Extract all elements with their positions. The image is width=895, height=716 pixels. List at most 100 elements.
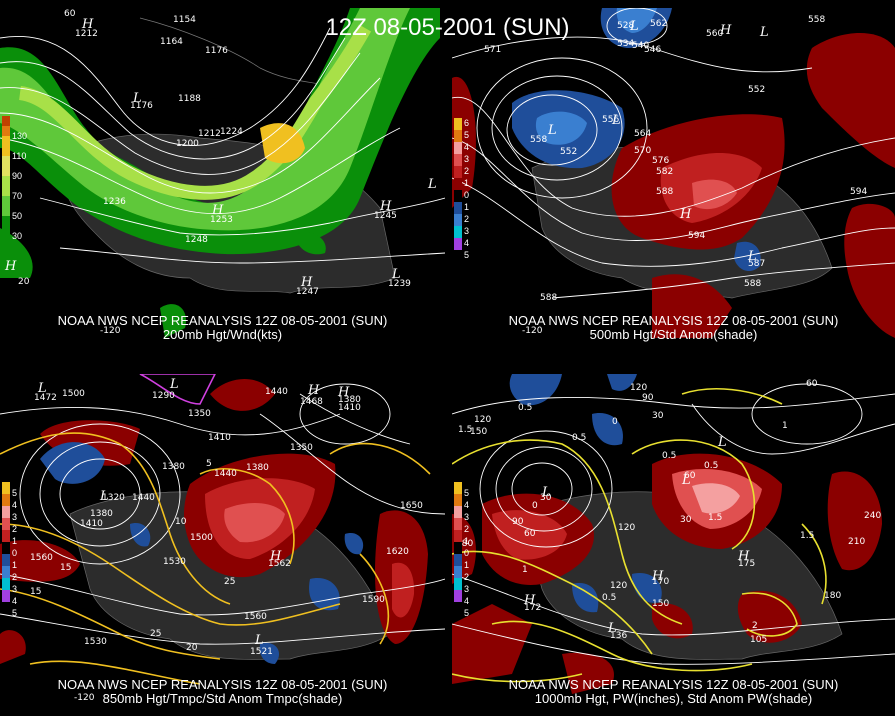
legend-label: 1 xyxy=(464,178,470,188)
low-marker: L xyxy=(391,267,401,282)
legend-label: 5 xyxy=(12,608,18,618)
label: 1410 xyxy=(80,519,103,529)
legend-label: 3 xyxy=(464,512,470,522)
label: 1248 xyxy=(185,235,208,245)
legend-label: 1 xyxy=(464,560,470,570)
label: 1 xyxy=(522,565,528,575)
anomaly-legend: 5 4 3 2 1 0 1 2 3 4 5 xyxy=(454,482,478,618)
label: 1590 xyxy=(362,595,385,605)
legend-label: 1 xyxy=(12,536,18,546)
legend-label: 0 xyxy=(12,548,18,558)
label: 120 xyxy=(630,383,647,393)
label: 588 xyxy=(540,293,557,303)
label: 540 xyxy=(632,41,649,51)
label: 571 xyxy=(484,45,501,55)
label: 1154 xyxy=(173,15,196,25)
label: 564 xyxy=(634,129,651,139)
low-marker: L xyxy=(759,25,769,40)
label: 582 xyxy=(656,167,673,177)
label: 534 xyxy=(617,39,634,49)
low-marker: L xyxy=(747,249,757,264)
label: 2 xyxy=(752,621,758,631)
panel-1000mb: 120 150 180 210 240 180 90 60 30 0 0 0.5… xyxy=(452,374,895,716)
label: 1224 xyxy=(220,127,243,137)
legend-label: 2 xyxy=(464,524,470,534)
anomaly-legend: 5 4 3 2 1 0 1 2 3 4 5 xyxy=(2,482,26,618)
caption-line1: NOAA NWS NCEP REANALYSIS 12Z 08-05-2001 … xyxy=(57,313,388,328)
label: 1.5 xyxy=(458,425,472,435)
label: 546 xyxy=(644,45,661,55)
caption-line2: 850mb Hgt/Tmpc/Std Anom Tmpc(shade) xyxy=(102,691,343,706)
legend-label: 2 xyxy=(12,524,18,534)
low-marker: L xyxy=(427,177,437,192)
label: 1500 xyxy=(190,533,213,543)
label: 1200 xyxy=(176,139,199,149)
low-marker: L xyxy=(547,123,557,138)
label: 1290 xyxy=(152,391,175,401)
legend-label: 4 xyxy=(12,596,18,606)
label: 90 xyxy=(512,517,524,527)
label: 1380 xyxy=(162,462,185,472)
label: 594 xyxy=(688,231,705,241)
label: 172 xyxy=(524,603,541,613)
label: 528 xyxy=(617,21,634,31)
label: 136 xyxy=(610,631,627,641)
legend-label: 1 xyxy=(464,536,470,546)
legend-label: 50 xyxy=(12,211,23,221)
label: 240 xyxy=(864,511,881,521)
high-marker: H xyxy=(81,17,94,32)
label: 562 xyxy=(650,19,667,29)
low-marker: L xyxy=(99,489,109,504)
low-marker: L xyxy=(607,621,617,636)
label: 0 xyxy=(612,417,618,427)
legend-label: 3 xyxy=(12,584,18,594)
label: 588 xyxy=(656,187,673,197)
legend-label: 1 xyxy=(464,202,470,212)
label: 1164 xyxy=(160,37,183,47)
caption-line1: NOAA NWS NCEP REANALYSIS 12Z 08-05-2001 … xyxy=(508,313,839,328)
label: 1212 xyxy=(75,29,98,39)
legend-label: 4 xyxy=(464,142,470,152)
label: 1380 xyxy=(338,395,361,405)
label: 25 xyxy=(224,577,235,587)
high-marker: H xyxy=(679,207,692,222)
label: 1560 xyxy=(244,612,267,622)
label: 105 xyxy=(750,635,767,645)
label: -120 xyxy=(522,326,543,336)
panel-caption: NOAA NWS NCEP REANALYSIS 12Z 08-05-2001 … xyxy=(452,314,895,342)
legend-label: 5 xyxy=(464,130,470,140)
legend-label: 1 xyxy=(12,560,18,570)
label: 1521 xyxy=(250,647,273,657)
label: 180 xyxy=(824,591,841,601)
low-marker: L xyxy=(681,473,691,488)
label: 0.5 xyxy=(662,451,676,461)
map-200mb: 1164 1176 1188 1200 1212 1224 1236 1248 … xyxy=(0,8,445,348)
low-marker: L xyxy=(717,435,727,450)
legend-label: 0 xyxy=(464,548,470,558)
label: 90 xyxy=(642,393,654,403)
legend-label: 0 xyxy=(464,190,470,200)
panel-200mb: 1164 1176 1188 1200 1212 1224 1236 1248 … xyxy=(0,8,445,348)
label: 1410 xyxy=(338,403,361,413)
label: 180 xyxy=(456,539,473,549)
label: 570 xyxy=(634,146,651,156)
label: 60 xyxy=(524,529,536,539)
legend-label: 2 xyxy=(464,214,470,224)
high-marker: H xyxy=(379,199,392,214)
low-marker: L xyxy=(611,113,621,128)
map-500mb: 528 534 540 546 552 558 564 570 576 582 … xyxy=(452,8,895,348)
label: 20 xyxy=(18,277,30,287)
label: 60 xyxy=(684,471,696,481)
low-marker: L xyxy=(541,485,551,500)
label: 5 xyxy=(206,459,212,469)
low-marker: L xyxy=(169,377,179,392)
caption-line2: 500mb Hgt/Std Anom(shade) xyxy=(589,327,758,342)
legend-label: 2 xyxy=(464,572,470,582)
label: 1247 xyxy=(296,287,319,297)
legend-label: 3 xyxy=(464,154,470,164)
label: 1.5 xyxy=(800,531,814,541)
label: 0.5 xyxy=(602,593,616,603)
legend-label: 5 xyxy=(464,250,470,260)
label: 558 xyxy=(808,15,825,25)
legend-label: 5 xyxy=(464,488,470,498)
